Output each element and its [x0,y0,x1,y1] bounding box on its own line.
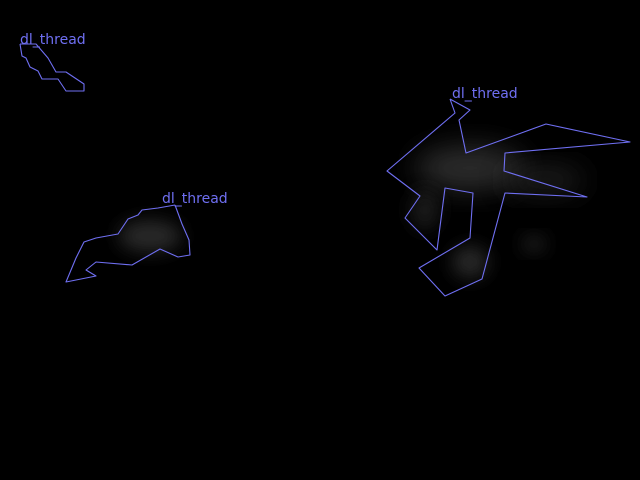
region-label-1: dl_thread [20,32,86,48]
region-outline-2[interactable]: dl_thread [65,191,228,283]
region-outline-1-shape[interactable] [19,43,85,92]
region-label-3: dl_thread [452,86,518,102]
region-outline-3[interactable]: dl_thread [386,86,631,297]
region-outline-1[interactable]: dl_thread [19,32,86,92]
region-outline-2-shape[interactable] [65,204,191,283]
region-label-2: dl_thread [162,191,228,207]
background-haze [118,146,585,278]
region-outline-3-shape[interactable] [386,98,631,297]
